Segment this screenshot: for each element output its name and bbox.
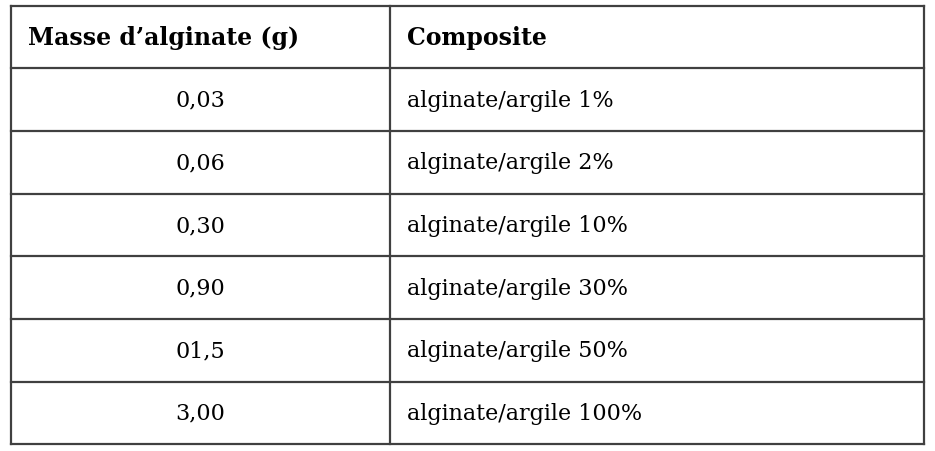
Text: alginate/argile 100%: alginate/argile 100% bbox=[407, 402, 642, 424]
Text: alginate/argile 50%: alginate/argile 50% bbox=[407, 340, 627, 361]
Text: alginate/argile 1%: alginate/argile 1% bbox=[407, 90, 613, 111]
Text: Masse d’alginate (g): Masse d’alginate (g) bbox=[28, 26, 299, 50]
Text: 01,5: 01,5 bbox=[176, 340, 225, 361]
Text: alginate/argile 30%: alginate/argile 30% bbox=[407, 277, 627, 299]
Text: 3,00: 3,00 bbox=[176, 402, 225, 424]
Text: 0,06: 0,06 bbox=[176, 152, 225, 174]
Text: 0,03: 0,03 bbox=[176, 90, 225, 111]
Text: alginate/argile 2%: alginate/argile 2% bbox=[407, 152, 613, 174]
Text: Composite: Composite bbox=[407, 26, 547, 50]
Text: 0,90: 0,90 bbox=[176, 277, 225, 299]
Text: alginate/argile 10%: alginate/argile 10% bbox=[407, 215, 627, 236]
Text: 0,30: 0,30 bbox=[176, 215, 225, 236]
